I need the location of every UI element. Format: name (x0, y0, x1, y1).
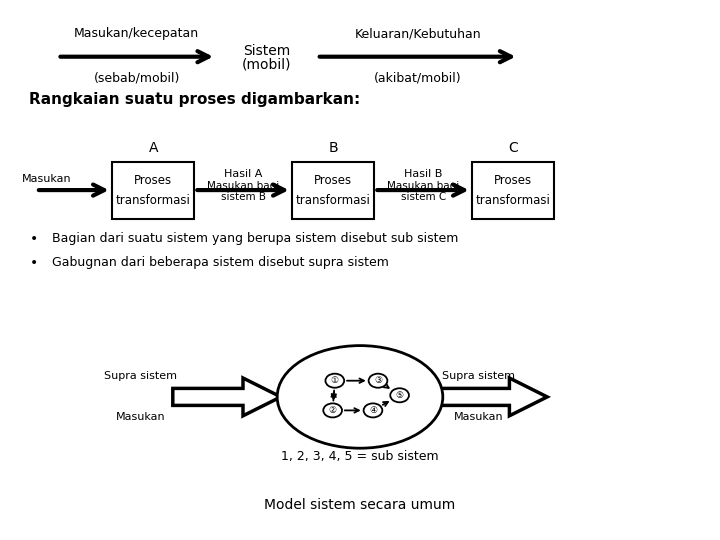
Text: Proses: Proses (134, 174, 172, 187)
Text: C: C (508, 141, 518, 156)
Polygon shape (439, 378, 547, 416)
Text: transformasi: transformasi (296, 193, 370, 207)
Circle shape (369, 374, 387, 388)
Text: Masukan bagi: Masukan bagi (207, 181, 279, 191)
Text: Hasil A: Hasil A (224, 169, 263, 179)
Text: 1, 2, 3, 4, 5 = sub sistem: 1, 2, 3, 4, 5 = sub sistem (282, 450, 438, 463)
Circle shape (390, 388, 409, 402)
Text: Supra sistem: Supra sistem (442, 372, 516, 381)
Text: (akibat/mobil): (akibat/mobil) (374, 71, 462, 84)
Text: Bagian dari suatu sistem yang berupa sistem disebut sub sistem: Bagian dari suatu sistem yang berupa sis… (52, 232, 458, 245)
Text: (sebab/mobil): (sebab/mobil) (94, 71, 180, 84)
Polygon shape (173, 378, 281, 416)
Text: sistem C: sistem C (401, 192, 446, 201)
Text: B: B (328, 141, 338, 156)
Text: Proses: Proses (314, 174, 352, 187)
Text: Hasil B: Hasil B (404, 169, 443, 179)
Text: Sistem: Sistem (243, 44, 290, 58)
Text: transformasi: transformasi (476, 193, 550, 207)
Text: Masukan: Masukan (116, 413, 165, 422)
Circle shape (323, 403, 342, 417)
Ellipse shape (277, 346, 443, 448)
Text: ③: ③ (374, 376, 382, 385)
Text: Proses: Proses (494, 174, 532, 187)
Circle shape (364, 403, 382, 417)
Text: Masukan bagi: Masukan bagi (387, 181, 459, 191)
Text: (mobil): (mobil) (242, 58, 291, 72)
Text: •: • (30, 256, 38, 270)
Text: Rangkaian suatu proses digambarkan:: Rangkaian suatu proses digambarkan: (29, 92, 360, 107)
Text: transformasi: transformasi (116, 193, 190, 207)
Text: A: A (148, 141, 158, 156)
Text: Gabugnan dari beberapa sistem disebut supra sistem: Gabugnan dari beberapa sistem disebut su… (52, 256, 389, 269)
FancyBboxPatch shape (112, 162, 194, 219)
Text: Masukan: Masukan (454, 413, 503, 422)
Text: Supra sistem: Supra sistem (104, 372, 177, 381)
FancyBboxPatch shape (472, 162, 554, 219)
Text: ①: ① (330, 376, 339, 385)
Circle shape (325, 374, 344, 388)
Text: •: • (30, 232, 38, 246)
Text: Masukan/kecepatan: Masukan/kecepatan (74, 28, 199, 40)
Text: ②: ② (328, 406, 337, 415)
Text: ④: ④ (369, 406, 377, 415)
FancyBboxPatch shape (292, 162, 374, 219)
Text: Keluaran/Kebutuhan: Keluaran/Kebutuhan (354, 28, 481, 40)
Text: Model sistem secara umum: Model sistem secara umum (264, 498, 456, 512)
Text: sistem B: sistem B (221, 192, 266, 201)
Text: ⑤: ⑤ (395, 391, 404, 400)
Text: Masukan: Masukan (22, 174, 71, 184)
